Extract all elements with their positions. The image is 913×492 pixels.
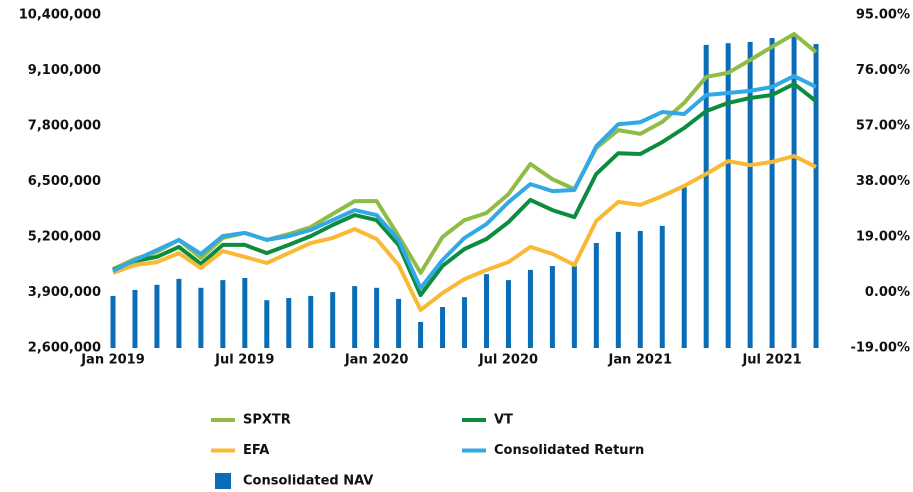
x-tick-label: Jul 2021	[741, 353, 801, 368]
bar	[571, 266, 577, 348]
legend-label: EFA	[243, 443, 269, 458]
bar	[527, 269, 533, 348]
y2-tick-label: 38.00%	[856, 174, 910, 189]
bar	[374, 287, 380, 348]
y-tick-label: 2,600,000	[28, 341, 101, 356]
y2-tick-label: -19.00%	[850, 341, 910, 356]
bar	[264, 300, 270, 348]
bar	[308, 295, 314, 348]
bar	[110, 295, 116, 348]
y-tick-label: 10,400,000	[19, 8, 101, 23]
bar	[791, 35, 797, 349]
bar	[198, 287, 204, 348]
bar	[418, 321, 424, 348]
bar	[440, 307, 446, 348]
x-tick-label: Jan 2020	[344, 353, 409, 368]
bar	[637, 231, 643, 348]
bar	[154, 284, 160, 348]
x-tick-label: Jan 2019	[80, 353, 145, 368]
bar	[483, 274, 489, 348]
bar	[242, 277, 248, 348]
bar	[505, 280, 511, 348]
legend-swatch	[215, 473, 231, 489]
line	[112, 81, 818, 298]
bar	[132, 289, 138, 348]
line	[112, 154, 817, 312]
y2-tick-label: 0.00%	[865, 285, 910, 300]
bar	[176, 278, 182, 348]
y-tick-label: 3,900,000	[28, 285, 101, 300]
legend-label: VT	[494, 413, 513, 428]
y-tick-label: 6,500,000	[28, 174, 101, 189]
bar	[462, 297, 468, 348]
legend-label: SPXTR	[243, 413, 291, 428]
bar	[286, 298, 292, 348]
line	[112, 74, 817, 291]
bar	[813, 44, 819, 349]
y2-tick-label: 95.00%	[856, 8, 910, 23]
y-tick-label: 9,100,000	[28, 63, 101, 78]
x-tick-label: Jul 2019	[214, 353, 274, 368]
x-tick-label: Jan 2021	[607, 353, 672, 368]
bar	[549, 266, 555, 348]
bar	[352, 286, 358, 348]
bar	[659, 225, 665, 348]
bar	[396, 298, 402, 348]
y2-tick-label: 76.00%	[856, 63, 910, 78]
bar	[593, 242, 599, 348]
bar	[330, 292, 336, 348]
bar	[747, 41, 753, 349]
bar	[703, 44, 709, 349]
y-tick-label: 7,800,000	[28, 119, 101, 134]
legend-label: Consolidated Return	[494, 443, 644, 458]
bar	[769, 38, 775, 349]
y2-tick-label: 57.00%	[856, 119, 910, 134]
x-tick-label: Jul 2020	[478, 353, 538, 368]
y2-tick-label: 19.00%	[856, 230, 910, 245]
legend-label: Consolidated NAV	[243, 474, 373, 489]
bar	[615, 231, 621, 348]
y-tick-label: 5,200,000	[28, 230, 101, 245]
bar	[725, 43, 731, 349]
bar	[220, 280, 226, 348]
bar	[681, 187, 687, 348]
